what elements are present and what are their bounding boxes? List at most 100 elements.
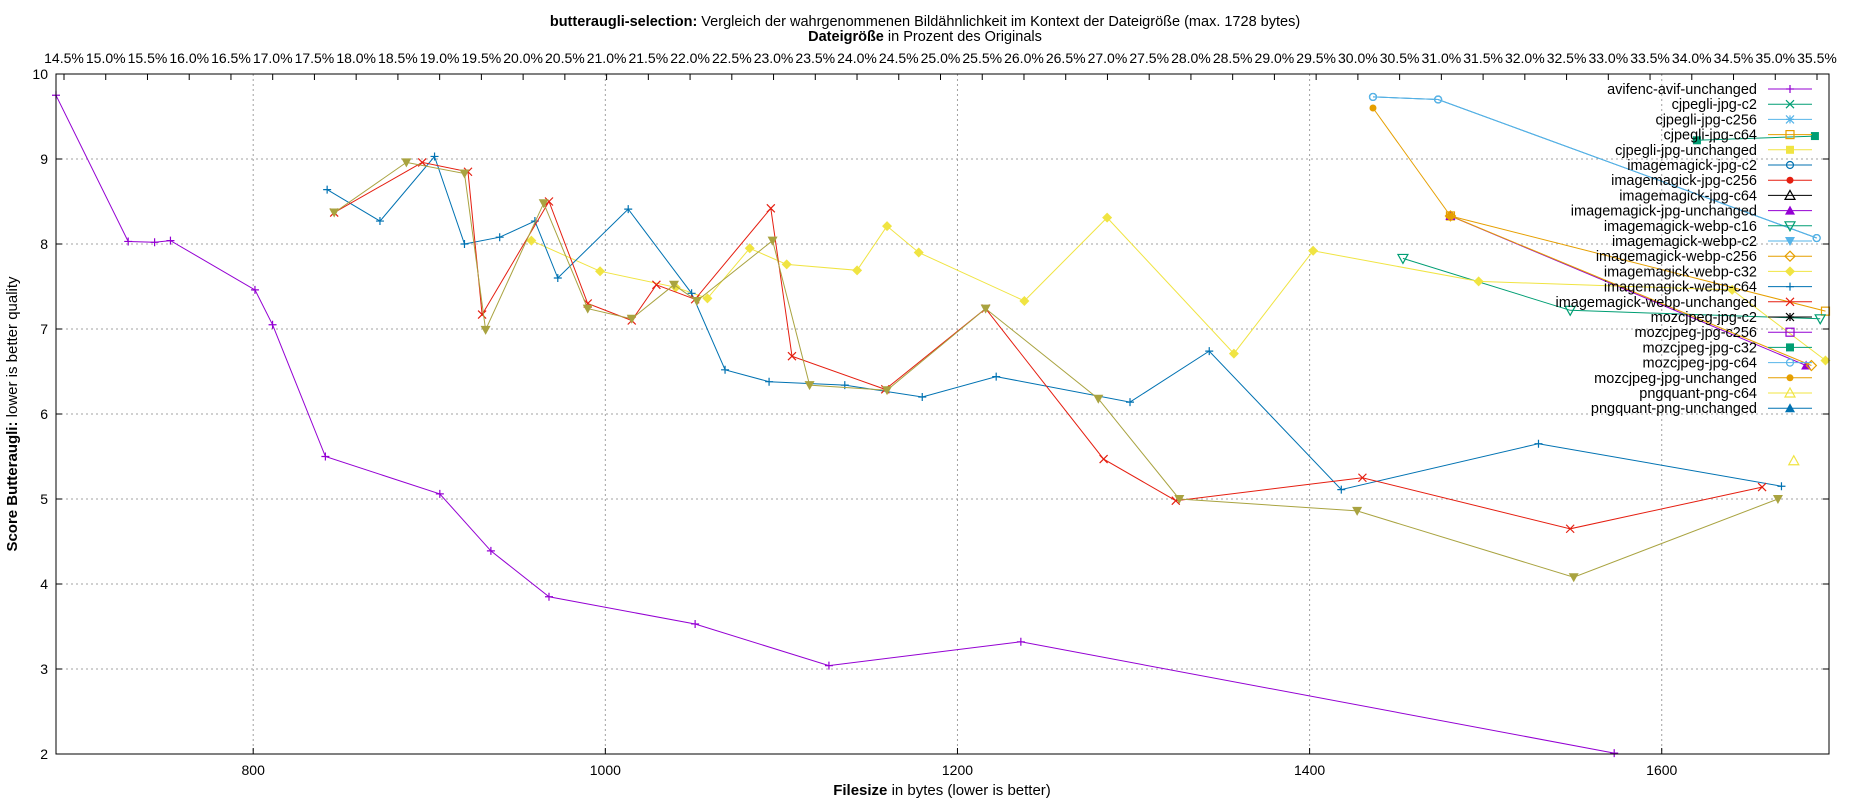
data-point bbox=[1016, 637, 1025, 646]
y-tick-label: 7 bbox=[40, 321, 48, 337]
data-point bbox=[1814, 314, 1827, 326]
series-imagemagick-webp-c256 bbox=[1444, 210, 1818, 372]
series-imagemagick-webp-c64 bbox=[323, 152, 1786, 494]
series-imagemagick-webp-unchanged bbox=[329, 157, 1767, 534]
legend-marker bbox=[1783, 386, 1797, 398]
legend-marker bbox=[1785, 403, 1795, 413]
data-point bbox=[595, 266, 606, 277]
legend-marker bbox=[1786, 85, 1794, 93]
y-tick-label: 9 bbox=[40, 151, 48, 167]
x-axis-ticks: 800 1000 1200 1400 1600 bbox=[242, 748, 1678, 778]
top-tick-label: 17.5% bbox=[295, 50, 335, 66]
series-line bbox=[1450, 215, 1812, 366]
data-point bbox=[1757, 482, 1767, 492]
data-point bbox=[1205, 347, 1214, 356]
legend-marker bbox=[1785, 160, 1795, 170]
top-tick-label: 33.0% bbox=[1588, 50, 1628, 66]
legend-item: cjpegli-jpg-c256 bbox=[1655, 112, 1812, 128]
legend-label: imagemagick-webp-c2 bbox=[1612, 234, 1757, 250]
data-point bbox=[526, 235, 537, 246]
top-tick-label: 30.5% bbox=[1380, 50, 1420, 66]
legend-marker bbox=[1785, 99, 1795, 109]
data-point bbox=[435, 489, 444, 498]
data-point bbox=[980, 304, 991, 314]
top-tick-label: 22.5% bbox=[712, 50, 752, 66]
top-tick-label: 24.0% bbox=[837, 50, 877, 66]
data-point bbox=[1126, 398, 1135, 407]
top-tick-label: 24.5% bbox=[879, 50, 919, 66]
legend-item: cjpegli-jpg-c64 bbox=[1664, 128, 1812, 144]
data-point bbox=[1564, 305, 1577, 317]
data-point bbox=[582, 304, 593, 314]
legend-item: mozcjpeg-jpg-unchanged bbox=[1594, 371, 1812, 387]
legend-item: pngquant-png-unchanged bbox=[1591, 401, 1812, 417]
legend: avifenc-avif-unchangedcjpegli-jpg-c2cjpe… bbox=[1555, 82, 1812, 417]
legend-marker bbox=[1786, 374, 1794, 382]
top-tick-label: 32.0% bbox=[1505, 50, 1545, 66]
legend-label: imagemagick-jpg-c64 bbox=[1619, 188, 1757, 204]
legend-label: mozcjpeg-jpg-c2 bbox=[1651, 310, 1757, 326]
series-mozcjpeg-jpg-c64 bbox=[1368, 92, 1821, 243]
series-line bbox=[1450, 215, 1826, 312]
data-point bbox=[1434, 95, 1443, 104]
y-axis-label: Score Butteraugli: lower is better quali… bbox=[4, 276, 21, 552]
top-tick-label: 26.5% bbox=[1046, 50, 1086, 66]
data-point bbox=[1565, 524, 1575, 534]
top-tick-label: 16.0% bbox=[169, 50, 209, 66]
legend-marker bbox=[1783, 189, 1797, 200]
data-point bbox=[1772, 495, 1783, 504]
y-tick-label: 8 bbox=[40, 236, 48, 252]
chart-title: butteraugli-selection: Vergleich der wah… bbox=[550, 14, 1300, 30]
data-point bbox=[651, 280, 661, 290]
data-point bbox=[852, 265, 863, 276]
legend-label: avifenc-avif-unchanged bbox=[1607, 82, 1757, 98]
legend-item: mozcjpeg-jpg-c64 bbox=[1643, 356, 1812, 372]
data-point bbox=[1174, 495, 1185, 504]
legend-marker bbox=[1785, 358, 1795, 367]
series-webp-c16-olive bbox=[329, 158, 1783, 583]
legend-label: mozcjpeg-jpg-c256 bbox=[1634, 325, 1757, 341]
legend-label: imagemagick-webp-c32 bbox=[1604, 264, 1757, 280]
series-line bbox=[1402, 257, 1821, 320]
data-point bbox=[1308, 245, 1319, 256]
y-tick-label: 10 bbox=[32, 66, 48, 82]
data-point bbox=[1446, 212, 1454, 220]
data-point bbox=[459, 169, 470, 179]
legend-marker bbox=[1785, 205, 1795, 215]
data-point bbox=[1820, 355, 1831, 366]
data-point bbox=[375, 217, 384, 226]
series-pngquant-png-c64 bbox=[1787, 454, 1800, 466]
legend-marker bbox=[1786, 282, 1794, 291]
y-tick-label: 5 bbox=[40, 491, 48, 507]
legend-item: cjpegli-jpg-unchanged bbox=[1615, 143, 1812, 159]
x-tick-label: 800 bbox=[242, 762, 266, 778]
top-tick-label: 21.5% bbox=[628, 50, 668, 66]
top-tick-label: 26.0% bbox=[1004, 50, 1044, 66]
series-mozcjpeg-jpg-c32 bbox=[1692, 132, 1819, 145]
data-point bbox=[1787, 454, 1800, 466]
data-point bbox=[1099, 454, 1109, 464]
data-point bbox=[1534, 439, 1543, 448]
series-line bbox=[333, 161, 1763, 530]
data-point bbox=[744, 243, 755, 254]
top-tick-label: 15.5% bbox=[128, 50, 168, 66]
series-avifenc-avif-unchanged bbox=[52, 91, 1619, 758]
top-tick-label: 14.5% bbox=[44, 50, 84, 66]
data-point bbox=[486, 546, 495, 555]
data-point bbox=[804, 381, 815, 391]
top-tick-label: 19.0% bbox=[420, 50, 460, 66]
top-tick-label: 27.5% bbox=[1129, 50, 1169, 66]
data-point bbox=[544, 592, 553, 601]
legend-label: cjpegli-jpg-c2 bbox=[1672, 97, 1757, 113]
data-point bbox=[329, 208, 340, 218]
legend-label: pngquant-png-c64 bbox=[1639, 386, 1757, 402]
data-point bbox=[1337, 485, 1346, 494]
data-point bbox=[691, 296, 702, 306]
y-tick-label: 4 bbox=[40, 576, 48, 592]
top-tick-label: 18.0% bbox=[336, 50, 376, 66]
data-point bbox=[1396, 253, 1409, 265]
data-point bbox=[401, 158, 412, 168]
series-line bbox=[55, 95, 1615, 754]
legend-marker bbox=[1785, 237, 1795, 246]
data-point bbox=[1812, 233, 1821, 243]
